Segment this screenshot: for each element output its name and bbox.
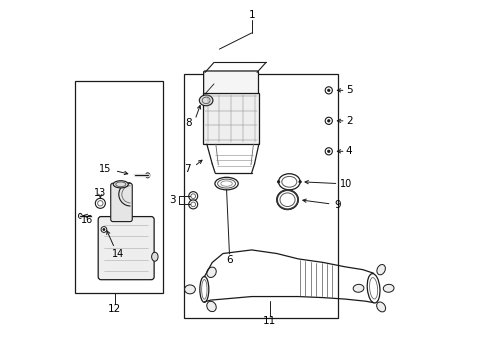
Ellipse shape: [327, 120, 329, 122]
Ellipse shape: [145, 173, 149, 178]
Ellipse shape: [188, 192, 197, 201]
Text: 2: 2: [345, 116, 352, 126]
Ellipse shape: [101, 226, 106, 232]
Ellipse shape: [95, 198, 105, 208]
Ellipse shape: [151, 252, 158, 261]
FancyBboxPatch shape: [110, 183, 132, 222]
Ellipse shape: [188, 200, 197, 209]
Ellipse shape: [383, 284, 393, 292]
Text: 6: 6: [225, 255, 232, 265]
Text: 11: 11: [263, 316, 276, 325]
Ellipse shape: [206, 267, 216, 278]
Text: 7: 7: [184, 164, 191, 174]
Ellipse shape: [276, 190, 298, 210]
Ellipse shape: [366, 274, 379, 303]
FancyBboxPatch shape: [203, 71, 258, 95]
Ellipse shape: [206, 301, 216, 312]
Ellipse shape: [376, 265, 385, 275]
Text: 13: 13: [94, 188, 106, 198]
Ellipse shape: [298, 180, 301, 183]
Ellipse shape: [102, 228, 105, 230]
Bar: [203, 93, 258, 144]
Ellipse shape: [327, 89, 329, 91]
Ellipse shape: [277, 180, 279, 183]
Ellipse shape: [78, 213, 82, 219]
Ellipse shape: [278, 174, 300, 190]
Text: 4: 4: [345, 146, 352, 156]
Text: 5: 5: [345, 85, 352, 95]
Ellipse shape: [184, 285, 195, 294]
Text: 12: 12: [108, 304, 121, 314]
Text: 3: 3: [168, 195, 175, 206]
Text: 8: 8: [185, 118, 192, 128]
Ellipse shape: [200, 276, 208, 302]
Ellipse shape: [113, 181, 128, 188]
Text: 14: 14: [112, 248, 124, 258]
Ellipse shape: [327, 150, 329, 153]
Text: 9: 9: [334, 200, 340, 210]
Bar: [75, 81, 163, 293]
Text: 16: 16: [81, 215, 93, 225]
Ellipse shape: [376, 302, 385, 312]
Ellipse shape: [214, 177, 238, 190]
Bar: [183, 74, 337, 318]
FancyBboxPatch shape: [98, 217, 154, 280]
Text: 15: 15: [99, 163, 111, 174]
Text: 10: 10: [339, 179, 351, 189]
Ellipse shape: [352, 284, 363, 292]
Ellipse shape: [199, 95, 212, 106]
Text: 1: 1: [248, 10, 254, 20]
